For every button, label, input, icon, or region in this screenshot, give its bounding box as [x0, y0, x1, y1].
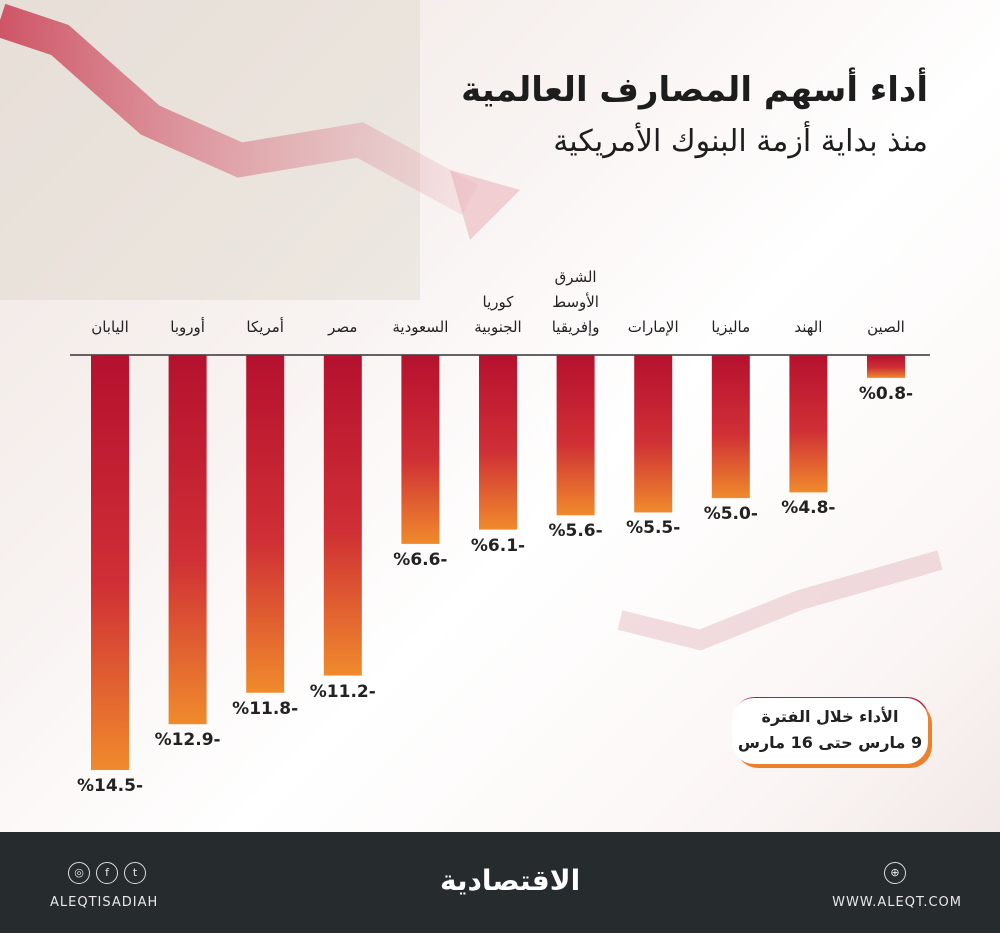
bar [401, 355, 440, 544]
value-label: %11.2- [309, 681, 376, 702]
category-label: كوريا الجنوبية [438, 290, 558, 340]
value-label: %0.8- [858, 383, 914, 404]
category-label-line: الإمارات [627, 318, 679, 336]
category-label-line: الجنوبية [474, 318, 522, 336]
bar [479, 355, 517, 530]
bar [556, 355, 595, 516]
category-label: أوروبا [128, 315, 248, 340]
category-label-line: وإفريقيا [551, 318, 600, 336]
value-label: %14.5- [76, 776, 144, 796]
bar [246, 355, 285, 693]
bar [91, 355, 129, 770]
value-label: %5.5- [626, 518, 681, 539]
globe-icon: ⊕ [884, 862, 906, 884]
category-label: أمريكا [205, 315, 325, 340]
category-label-line: أوروبا [170, 318, 205, 336]
category-label: مصر [283, 315, 403, 340]
category-label: الإمارات [593, 315, 713, 340]
category-label-line: كوريا [482, 293, 514, 311]
bar [711, 355, 750, 499]
bar-chart [70, 354, 930, 770]
category-label-line: ماليزيا [711, 318, 751, 336]
value-label: %12.9- [154, 730, 221, 751]
value-label: %5.6- [548, 521, 603, 542]
category-label-line: الشرق [554, 268, 597, 286]
bar [168, 355, 207, 725]
category-label-line: السعودية [392, 318, 449, 336]
category-label: اليابان [50, 315, 170, 340]
value-label: %4.8- [781, 498, 836, 519]
period-note: الأداء خلال الفترة 9 مارس حتى 16 مارس [732, 698, 928, 764]
category-label-line: الصين [867, 318, 905, 336]
value-label: %6.6- [393, 549, 448, 570]
category-label: ماليزيا [671, 315, 791, 340]
category-label-line: أمريكا [246, 318, 284, 336]
brand-logo: الاقتصادية [440, 864, 581, 897]
value-label: %6.1- [470, 535, 526, 556]
category-label: الهند [748, 315, 868, 340]
twitter-icon[interactable]: t [124, 862, 146, 884]
facebook-icon[interactable]: f [96, 862, 118, 884]
category-label-line: الأوسط [552, 293, 599, 311]
note-line2: 9 مارس حتى 16 مارس [737, 733, 923, 752]
social-handle[interactable]: ALEQTISADIAH [50, 895, 159, 910]
category-label: السعودية [360, 315, 480, 340]
bar [323, 355, 362, 676]
category-label-line: مصر [328, 318, 358, 336]
category-label-line: اليابان [91, 318, 129, 336]
value-label: %11.8- [232, 698, 299, 719]
instagram-icon[interactable]: ◎ [68, 862, 90, 884]
bar [867, 355, 905, 378]
chart-title: أداء أسهم المصارف العالمية [461, 70, 928, 110]
chart-subtitle: منذ بداية أزمة البنوك الأمريكية [553, 124, 928, 159]
footer: ◎ f t ALEQTISADIAH الاقتصادية ⊕ WWW.ALEQ… [0, 832, 1000, 933]
category-label: الصين [826, 315, 946, 340]
bar [634, 355, 673, 513]
category-label-line: الهند [794, 318, 823, 336]
category-label: الشرق الأوسط وإفريقيا [516, 265, 636, 340]
website-link[interactable]: WWW.ALEQT.COM [832, 895, 962, 910]
value-label: %5.0- [703, 504, 758, 525]
bar [789, 355, 828, 493]
note-line1: الأداء خلال الفترة [761, 707, 899, 726]
